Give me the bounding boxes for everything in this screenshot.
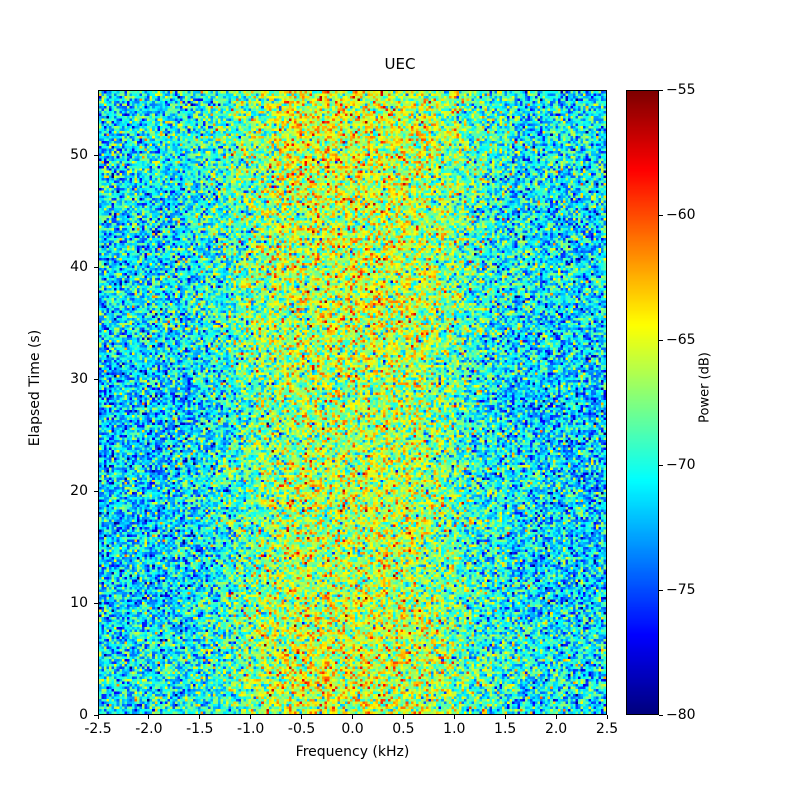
x-tick-mark <box>352 715 353 719</box>
x-axis-label: Frequency (kHz) <box>295 744 410 760</box>
x-tick-label: 0.0 <box>341 721 364 737</box>
x-tick-mark <box>402 715 404 719</box>
y-tick-label: 40 <box>70 258 88 275</box>
x-tick-mark <box>453 715 455 719</box>
spectrogram-heatmap <box>99 91 606 714</box>
y-tick-mark <box>94 715 98 716</box>
colorbar-tick-mark <box>659 90 663 91</box>
x-tick-label: 0.5 <box>392 721 415 737</box>
colorbar <box>626 90 659 715</box>
plot-area <box>98 90 607 715</box>
x-tick-mark <box>148 715 150 719</box>
x-tick-label: 1.5 <box>494 721 517 737</box>
colorbar-tick-label: −55 <box>666 82 696 98</box>
colorbar-tick-mark <box>659 465 663 466</box>
colorbar-tick-mark <box>659 215 663 216</box>
x-tick-label: -2.0 <box>135 721 163 737</box>
y-tick-label: 0 <box>79 707 88 723</box>
y-tick-label: 20 <box>70 482 88 499</box>
y-tick-label: 30 <box>70 370 88 387</box>
x-tick-label: 2.0 <box>544 721 568 737</box>
y-axis-label: Elapsed Time (s) <box>27 329 43 447</box>
y-tick-label: 50 <box>70 146 88 163</box>
colorbar-tick-label: −60 <box>666 207 696 223</box>
colorbar-label: Power (dB) <box>697 352 713 423</box>
y-tick-label: 10 <box>70 594 88 611</box>
colorbar-tick-mark <box>659 590 663 591</box>
y-tick-mark <box>94 155 98 156</box>
x-tick-label: -1.0 <box>237 721 265 737</box>
x-tick-label: -1.5 <box>186 721 214 737</box>
x-tick-mark <box>606 715 608 719</box>
x-tick-label: 2.5 <box>595 721 619 737</box>
colorbar-tick-label: −65 <box>666 332 696 348</box>
y-tick-mark <box>94 491 98 492</box>
colorbar-gradient <box>627 91 658 714</box>
x-tick-mark <box>301 715 303 719</box>
x-tick-label: -0.5 <box>287 721 316 737</box>
x-tick-mark <box>97 715 99 719</box>
x-tick-label: 1.0 <box>443 721 466 737</box>
colorbar-tick-label: −75 <box>666 582 696 598</box>
y-tick-mark <box>94 603 98 604</box>
x-tick-mark <box>250 715 252 719</box>
colorbar-tick-label: −80 <box>666 707 696 723</box>
x-tick-mark <box>199 715 201 719</box>
x-tick-mark <box>555 715 557 719</box>
x-tick-label: -2.5 <box>84 721 112 737</box>
x-tick-mark <box>504 715 506 719</box>
colorbar-tick-mark <box>659 715 663 716</box>
y-tick-mark <box>94 267 98 268</box>
title-line-station: UEC <box>384 55 416 73</box>
y-tick-mark <box>94 379 98 380</box>
colorbar-tick-label: −70 <box>666 457 696 473</box>
colorbar-tick-mark <box>659 340 663 341</box>
